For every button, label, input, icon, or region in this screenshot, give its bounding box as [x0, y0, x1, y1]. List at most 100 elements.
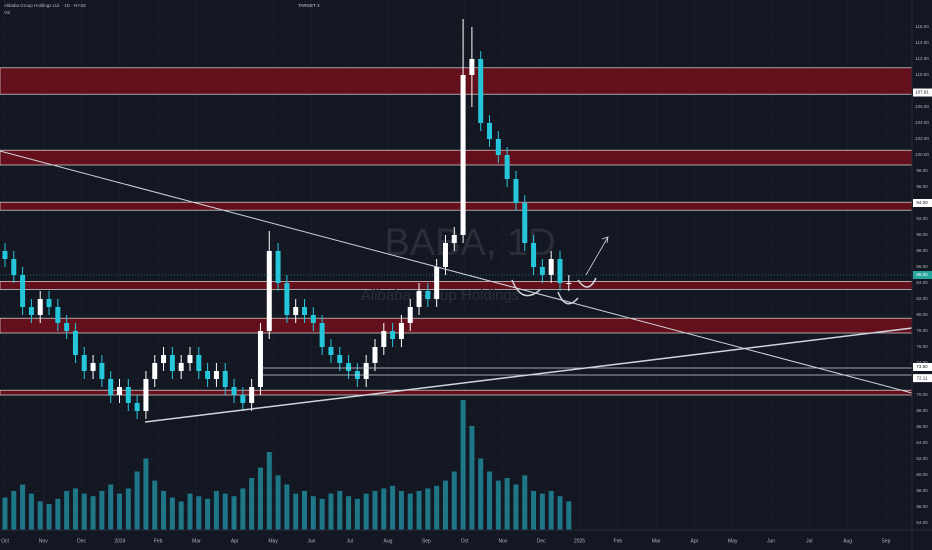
volume-bar: [143, 458, 149, 530]
axis-labels: 54.00 56.00 58.00 60.00 62.00 64.00 66.00 68.00…: [0, 24, 932, 544]
candle-body: [372, 347, 378, 363]
y-tick-label: 98.00: [916, 168, 928, 173]
candle-body: [531, 243, 537, 267]
volume-bar: [531, 491, 537, 530]
candle-body: [460, 75, 466, 235]
candle-body: [284, 283, 290, 315]
candle-body: [513, 179, 519, 203]
candle-body: [169, 355, 175, 371]
volume-bar: [557, 496, 563, 530]
x-tick-label: Jul: [347, 538, 353, 544]
volume-bar: [187, 493, 193, 530]
volume-bar: [275, 475, 281, 530]
volume-bar: [407, 493, 413, 530]
volume-bar: [169, 497, 175, 530]
y-tick-label: 62.00: [916, 456, 928, 461]
volume: [2, 400, 572, 530]
volume-bar: [495, 480, 501, 530]
candle-body: [566, 283, 572, 284]
candle-body: [64, 323, 70, 331]
y-tick-label: 110.00: [915, 72, 929, 77]
candle-body: [257, 331, 263, 387]
x-tick-label: May: [268, 538, 278, 544]
volume-bar: [152, 480, 158, 530]
candle-body: [240, 395, 246, 403]
volume-bar: [266, 452, 272, 530]
candle-body: [20, 275, 26, 307]
y-tick-label: 70.00: [916, 392, 928, 397]
candle-body: [548, 259, 554, 275]
volume-bar: [478, 458, 484, 530]
x-tick-label: 2025: [574, 538, 585, 544]
y-tick-label: 102.00: [915, 136, 929, 141]
y-tick-label: 96.00: [916, 184, 928, 189]
volume-bar: [2, 497, 8, 530]
candle-body: [539, 267, 545, 275]
volume-bar: [125, 488, 131, 530]
candle-body: [72, 331, 78, 355]
volume-bar: [46, 504, 52, 530]
volume-bar: [240, 488, 246, 530]
y-tick-label: 74.00: [916, 360, 928, 365]
candle-body: [310, 315, 316, 323]
candle-body: [434, 267, 440, 299]
resistance-zone: [0, 67, 913, 95]
price-label: 94.00: [916, 200, 928, 205]
volume-bar: [257, 467, 263, 530]
price-label-box: [913, 199, 932, 207]
candle-body: [293, 307, 299, 315]
y-tick-label: 104.00: [915, 120, 929, 125]
candle-body: [117, 387, 123, 395]
candle-body: [425, 291, 431, 299]
x-tick-label: Aug: [843, 538, 852, 544]
shoulder-arc: [577, 277, 597, 288]
volume-bar: [504, 478, 510, 530]
candle-body: [2, 251, 8, 259]
candle-body: [108, 379, 114, 395]
volume-bar: [37, 501, 43, 530]
volume-bar: [90, 496, 96, 530]
y-tick-label: 114.00: [915, 40, 929, 45]
candle-body: [187, 355, 193, 363]
candle-body: [222, 371, 228, 387]
watermark-symbol: BABA, 1D: [384, 222, 555, 264]
candle-body: [134, 403, 140, 411]
volume-bar: [451, 471, 457, 530]
candle-body: [346, 363, 352, 371]
candle-body: [469, 59, 475, 75]
y-tick-label: 76.00: [916, 344, 928, 349]
volume-bar: [381, 488, 387, 530]
candle-body: [213, 371, 219, 379]
x-tick-label: May: [728, 538, 738, 544]
volume-bar: [363, 493, 369, 530]
x-tick-label: Oct: [461, 538, 469, 544]
candle-body: [205, 371, 211, 379]
volume-bar: [469, 426, 475, 530]
candle-body: [161, 355, 167, 363]
y-tick-label: 64.00: [916, 440, 928, 445]
volume-bar: [442, 480, 448, 530]
x-tick-label: Nov: [498, 538, 507, 544]
volume-bar: [346, 496, 352, 530]
y-tick-label: 80.00: [916, 312, 928, 317]
candle-body: [495, 139, 501, 155]
candle-body: [451, 235, 457, 243]
y-tick-label: 92.00: [916, 216, 928, 221]
x-tick-label: Sep: [422, 538, 431, 544]
volume-bar: [161, 491, 167, 530]
candle-body: [275, 251, 281, 283]
resistance-zone: [0, 317, 913, 334]
candle-body: [390, 331, 396, 339]
candle-body: [11, 259, 17, 275]
y-tick-label: 88.00: [916, 248, 928, 253]
chart-title: Alibaba Group Holdings Ltd. · 1D · NYSE: [4, 3, 86, 8]
price-axis: [912, 0, 932, 530]
candle-body: [196, 355, 202, 371]
y-tick-label: 100.00: [915, 152, 929, 157]
x-tick-label: 2024: [114, 538, 125, 544]
volume-bar: [372, 491, 378, 530]
volume-bar: [81, 493, 87, 530]
price-label: 72.11: [917, 375, 928, 380]
volume-bar: [302, 491, 308, 530]
